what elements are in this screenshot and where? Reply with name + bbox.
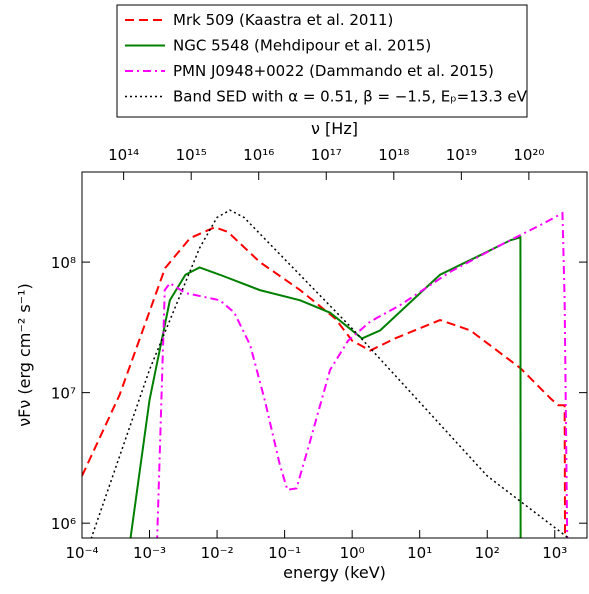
x2-tick-label: 10¹⁹ — [446, 146, 477, 164]
plot-area — [82, 209, 570, 538]
x-tick-label: 10¹ — [407, 544, 432, 562]
x2-axis-label: ν [Hz] — [311, 119, 358, 138]
legend-label: Band SED with α = 0.51, β = −1.5, Eₚ=13.… — [173, 88, 528, 106]
series-line — [82, 226, 567, 538]
x-tick-label: 10² — [475, 544, 500, 562]
x2-tick-label: 10²⁰ — [513, 146, 544, 164]
y-tick-label: 10⁸ — [51, 254, 76, 272]
legend-label: PMN J0948+0022 (Dammando et al. 2015) — [173, 62, 494, 80]
series-line — [90, 209, 570, 538]
x2-tick-label: 10¹⁶ — [243, 146, 274, 164]
x-tick-label: 10⁻³ — [133, 544, 166, 562]
y-tick-label: 10⁷ — [51, 385, 76, 403]
x2-tick-label: 10¹⁵ — [176, 146, 207, 164]
x-tick-label: 10⁰ — [340, 544, 365, 562]
y-tick-label: 10⁶ — [51, 515, 76, 533]
y-axis-label: νFν (erg cm⁻² s⁻¹) — [15, 283, 34, 427]
x-tick-label: 10⁻⁴ — [65, 544, 98, 562]
x2-tick-label: 10¹⁸ — [378, 146, 409, 164]
x2-tick-label: 10¹⁷ — [311, 146, 342, 164]
x-tick-label: 10⁻² — [201, 544, 234, 562]
legend-box — [116, 4, 528, 118]
legend-label: NGC 5548 (Mehdipour et al. 2015) — [173, 37, 431, 55]
x2-tick-label: 10¹⁴ — [108, 146, 139, 164]
x-tick-label: 10³ — [542, 544, 567, 562]
x-tick-label: 10⁻¹ — [268, 544, 301, 562]
series-line — [156, 211, 569, 538]
axes-frame — [81, 171, 588, 539]
legend-label: Mrk 509 (Kaastra et al. 2011) — [173, 11, 393, 29]
x-axis-label: energy (keV) — [283, 563, 386, 582]
